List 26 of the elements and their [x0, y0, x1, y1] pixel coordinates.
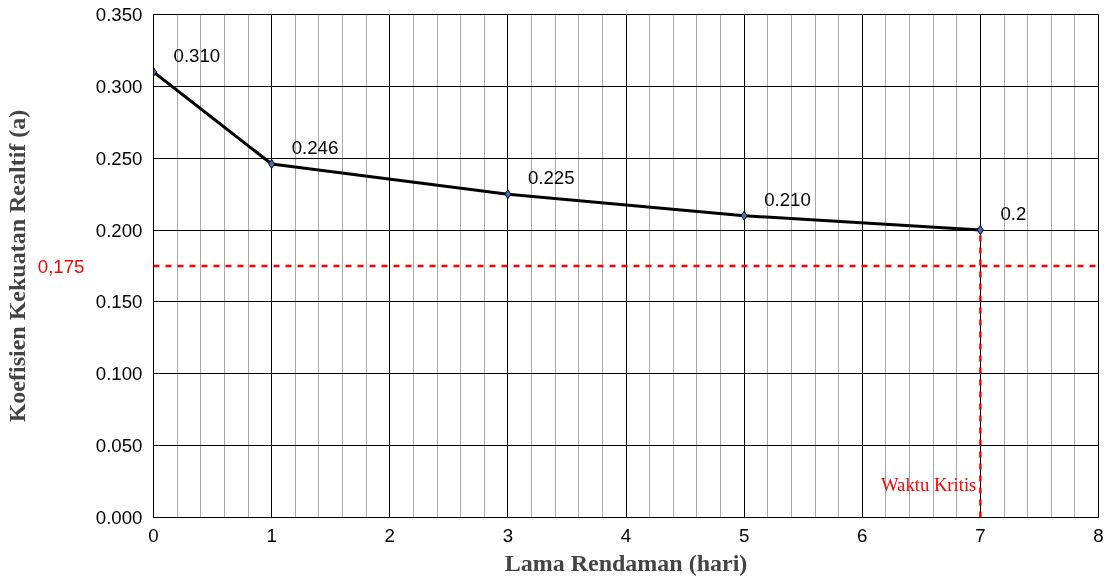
y-tick-label: 0.200: [95, 219, 143, 241]
y-tick-label: 0.150: [95, 291, 143, 313]
y-tick-label: 0.100: [95, 363, 143, 385]
x-tick-label: 4: [620, 524, 632, 546]
x-tick-label: 6: [857, 524, 868, 546]
data-label: 0.2: [1000, 203, 1027, 225]
x-tick-label: 8: [1093, 524, 1104, 546]
x-tick-label: 2: [384, 524, 395, 546]
data-label: 0.210: [764, 188, 811, 210]
x-tick-label: 3: [502, 524, 514, 546]
data-label: 0.310: [173, 44, 221, 66]
x-tick-label: 7: [975, 524, 986, 546]
x-axis-title: Lama Rendaman (hari): [504, 549, 748, 576]
y-tick-label: 0.000: [95, 507, 143, 528]
x-tick-label: 0: [148, 524, 159, 546]
ref-line-label: 0,175: [37, 255, 85, 277]
y-tick-label: 0.300: [95, 75, 143, 97]
data-label: 0.246: [291, 136, 339, 158]
ref-line-label: Waktu Kritis: [880, 473, 977, 495]
y-tick-label: 0.250: [95, 147, 143, 169]
data-label: 0.225: [527, 167, 575, 189]
x-tick-label: 5: [738, 524, 750, 546]
x-tick-label: 1: [266, 524, 277, 546]
y-tick-label: 0.050: [95, 435, 143, 457]
y-axis-title: Koefisien Kekuatan Realtif (a): [3, 109, 30, 423]
y-tick-label: 0.350: [95, 4, 143, 25]
